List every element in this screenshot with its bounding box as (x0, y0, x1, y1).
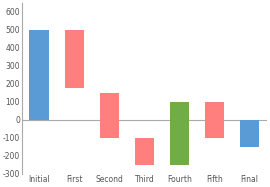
Bar (240, 120, 259, 147)
Bar (205, 102, 224, 138)
Bar (65, 30, 84, 88)
Bar (170, 102, 189, 165)
Bar (29, 30, 49, 120)
Bar (100, 93, 119, 138)
Bar (135, 138, 154, 165)
